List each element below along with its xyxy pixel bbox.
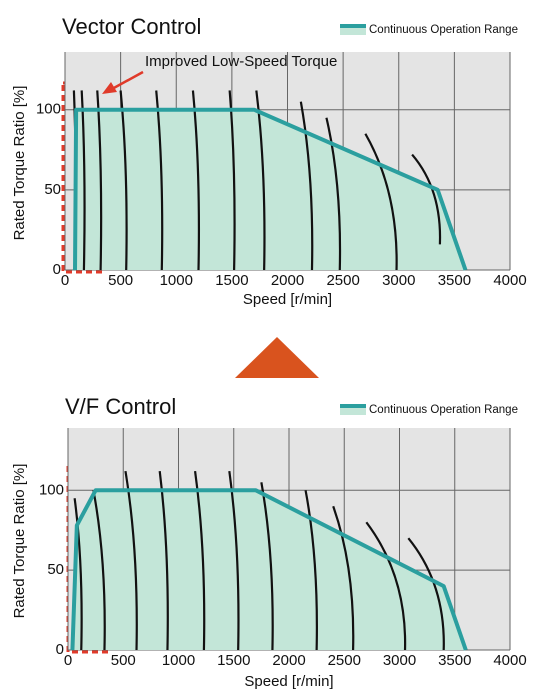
x-tick-label: 0 [64, 652, 72, 669]
torque-curve [73, 498, 83, 651]
x-tick-label: 1500 [215, 272, 248, 289]
y-tick-label: 0 [53, 261, 61, 278]
x-tick-label: 2000 [271, 272, 304, 289]
y-tick-label: 100 [39, 481, 64, 498]
legend-label: Continuous Operation Range [369, 404, 518, 416]
x-tick-label: 500 [111, 652, 136, 669]
x-tick-label: 3500 [438, 652, 471, 669]
y-axis-label: Rated Torque Ratio [%] [11, 464, 28, 619]
range-line [73, 107, 468, 271]
range-area [72, 490, 466, 650]
annotation: Improved Low-Speed Torque [145, 53, 337, 70]
annotation-arrowhead [102, 82, 117, 94]
x-tick-label: 2500 [326, 272, 359, 289]
y-tick-label: 100 [36, 101, 61, 118]
torque-curve [365, 521, 407, 651]
chart-title: V/F Control [65, 394, 176, 419]
y-tick-label: 0 [56, 641, 64, 658]
x-axis-label: Speed [r/min] [243, 291, 332, 308]
y-tick-label: 50 [44, 181, 61, 198]
torque-curve [411, 153, 442, 245]
x-tick-label: 500 [108, 272, 133, 289]
x-tick-label: 2000 [272, 652, 305, 669]
torque-curve [364, 133, 398, 271]
torque-curve [299, 101, 314, 271]
torque-curve [92, 490, 106, 651]
chart-title: Vector Control [62, 14, 201, 39]
legend-swatch-fill [340, 406, 366, 415]
torque-curve [325, 117, 342, 271]
x-tick-label: 3000 [383, 652, 416, 669]
x-tick-label: 2500 [328, 652, 361, 669]
range-line [70, 488, 468, 651]
x-tick-label: 1000 [160, 272, 193, 289]
torque-curve [332, 505, 355, 651]
x-tick-label: 1000 [162, 652, 195, 669]
x-tick-label: 1500 [217, 652, 250, 669]
torque-curve [304, 490, 318, 651]
legend-swatch-fill [340, 26, 366, 35]
torque-curve [407, 537, 445, 651]
annotation-arrow [111, 70, 144, 91]
arrow-triangle [235, 337, 319, 378]
x-tick-label: 3000 [382, 272, 415, 289]
y-axis-label: Rated Torque Ratio [%] [11, 86, 28, 241]
range-area [75, 109, 466, 271]
legend-label: Continuous Operation Range [369, 24, 518, 36]
x-tick-label: 4000 [493, 272, 526, 289]
x-tick-label: 4000 [493, 652, 526, 669]
torque-curve [260, 482, 274, 651]
x-tick-label: 3500 [438, 272, 471, 289]
x-tick-label: 0 [61, 272, 69, 289]
y-tick-label: 50 [47, 561, 64, 578]
x-axis-label: Speed [r/min] [244, 673, 333, 690]
